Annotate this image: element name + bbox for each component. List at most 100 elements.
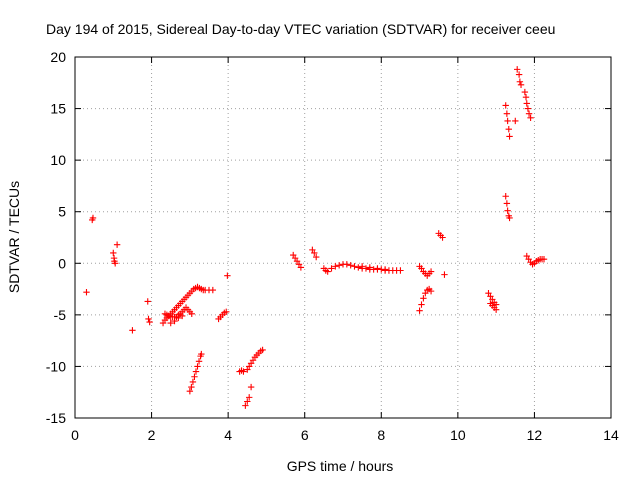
data-point: [188, 383, 195, 391]
data-point: [244, 398, 251, 405]
data-point: [192, 368, 200, 375]
y-tick-label: 5: [58, 204, 66, 220]
data-point: [311, 249, 318, 257]
data-point: [503, 200, 511, 207]
y-tick-label: -15: [46, 410, 66, 426]
data-point: [418, 301, 425, 308]
data-point: [397, 267, 404, 274]
data-point: [505, 126, 512, 133]
data-point: [521, 88, 529, 96]
y-tick-label: 15: [50, 101, 66, 117]
data-point: [427, 268, 435, 275]
data-point: [381, 266, 389, 273]
data-point: [504, 207, 511, 214]
data-point: [522, 94, 530, 101]
data-point: [514, 66, 521, 73]
x-tick-label: 10: [450, 427, 466, 443]
data-point: [144, 298, 151, 305]
data-point: [366, 264, 373, 271]
y-tick-label: 10: [50, 152, 66, 168]
data-point: [129, 327, 136, 334]
data-point: [504, 117, 511, 125]
chart-title: Day 194 of 2015, Sidereal Day-to-day VTE…: [46, 21, 555, 37]
data-point: [171, 317, 178, 325]
data-point: [195, 358, 203, 365]
data-point: [110, 249, 117, 257]
data-point: [358, 263, 366, 270]
data-point: [512, 117, 519, 125]
data-point: [209, 286, 217, 294]
data-point: [347, 262, 354, 269]
data-point: [167, 319, 174, 327]
data-point: [525, 110, 533, 117]
y-axis-label: SDTVAR / TECUs: [6, 181, 22, 293]
data-point: [112, 260, 119, 267]
x-tick-labels: 0 2 4 6 8 10 12 14: [71, 427, 619, 443]
axis-ticks: [74, 56, 612, 419]
data-point: [191, 373, 198, 380]
x-tick-label: 12: [527, 427, 543, 443]
data-point: [503, 110, 511, 117]
data-point: [313, 253, 320, 261]
data-point: [328, 265, 335, 272]
grid: [75, 57, 611, 418]
data-point: [420, 295, 427, 302]
data-point: [506, 214, 513, 222]
data-point: [247, 383, 255, 391]
data-point: [145, 315, 152, 323]
data-point: [198, 350, 205, 358]
data-point: [194, 363, 201, 370]
y-tick-label: 0: [58, 255, 66, 271]
data-point: [351, 263, 358, 270]
data-point: [515, 71, 523, 78]
x-tick-label: 8: [377, 427, 385, 443]
data-point: [240, 368, 247, 375]
x-tick-label: 14: [603, 427, 619, 443]
data-point: [259, 346, 266, 354]
y-tick-labels: -15 -10 -5 0 5 10 15 20: [46, 49, 66, 426]
data-point: [416, 307, 423, 314]
x-tick-label: 2: [148, 427, 156, 443]
data-point: [324, 268, 331, 275]
data-point: [146, 318, 153, 326]
data-point: [335, 262, 343, 269]
plot-frame: [74, 56, 612, 419]
x-tick-label: 6: [301, 427, 309, 443]
data-point: [523, 100, 530, 107]
data-point: [175, 314, 182, 322]
data-point: [540, 255, 548, 263]
data-point: [502, 193, 509, 200]
y-tick-label: -5: [54, 307, 67, 323]
data-point: [83, 288, 90, 296]
data-point: [506, 133, 513, 140]
data-point: [516, 78, 524, 85]
data-point: [527, 114, 534, 122]
data-point: [113, 241, 121, 248]
x-tick-label: 4: [224, 427, 232, 443]
data-point: [362, 265, 370, 272]
data-point: [355, 264, 362, 271]
data-point: [89, 214, 97, 222]
data-point: [188, 310, 195, 318]
y-tick-label: 20: [50, 49, 66, 65]
data-point: [524, 105, 532, 112]
data-point: [502, 102, 509, 109]
data-point: [186, 387, 194, 395]
data-point: [223, 308, 230, 315]
data-point: [427, 287, 435, 295]
data-point: [343, 261, 351, 268]
data-point: [189, 378, 197, 386]
data-point: [242, 402, 249, 409]
data-point: [492, 306, 500, 313]
x-axis-label: GPS time / hours: [287, 458, 394, 474]
data-points: [83, 66, 548, 409]
data-point: [179, 312, 186, 320]
x-tick-label: 0: [71, 427, 79, 443]
data-point: [224, 272, 231, 279]
data-point: [439, 234, 446, 241]
data-point: [441, 271, 448, 278]
y-tick-label: -10: [46, 358, 66, 374]
data-point: [332, 263, 339, 270]
